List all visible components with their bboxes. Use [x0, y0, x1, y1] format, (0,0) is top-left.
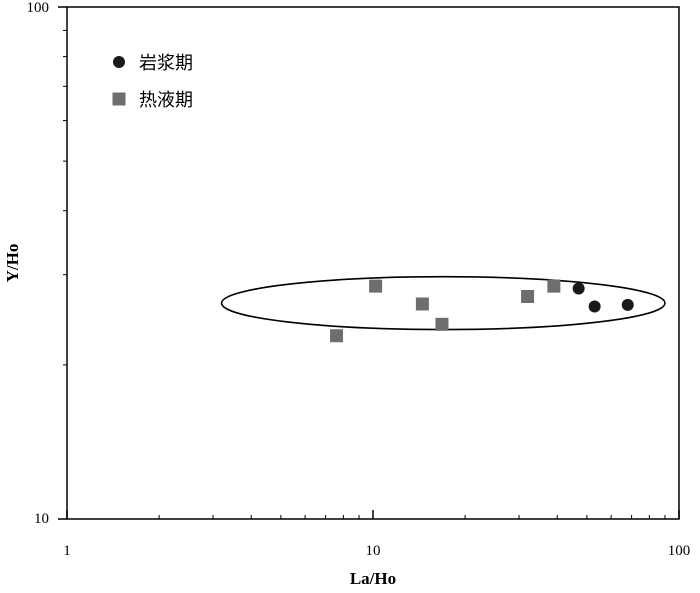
data-point-square	[435, 317, 449, 331]
x-tick-label: 100	[668, 543, 691, 559]
y-axis-title: Y/Ho	[3, 244, 22, 283]
x-tick-label: 10	[366, 543, 381, 559]
data-point-square	[547, 279, 561, 293]
data-points	[330, 279, 634, 343]
data-point-circle	[621, 298, 634, 311]
y-tick-label: 100	[27, 0, 50, 16]
legend-marker-circle	[113, 56, 125, 68]
data-point-circle	[572, 282, 585, 295]
data-point-square	[415, 297, 429, 311]
plot-frame	[66, 6, 680, 520]
data-point-square	[369, 279, 383, 293]
legend-label: 热液期	[139, 90, 193, 111]
data-point-square	[521, 290, 535, 304]
legend-label: 岩浆期	[139, 53, 193, 74]
axis-ticks: 1 10 100 10 100	[27, 0, 691, 559]
y-tick-label: 10	[34, 511, 49, 527]
x-axis-title: La/Ho	[350, 569, 396, 588]
legend-marker-square	[112, 92, 126, 106]
x-tick-label: 1	[63, 543, 71, 559]
data-point-circle	[588, 300, 601, 313]
data-point-square	[330, 329, 344, 343]
